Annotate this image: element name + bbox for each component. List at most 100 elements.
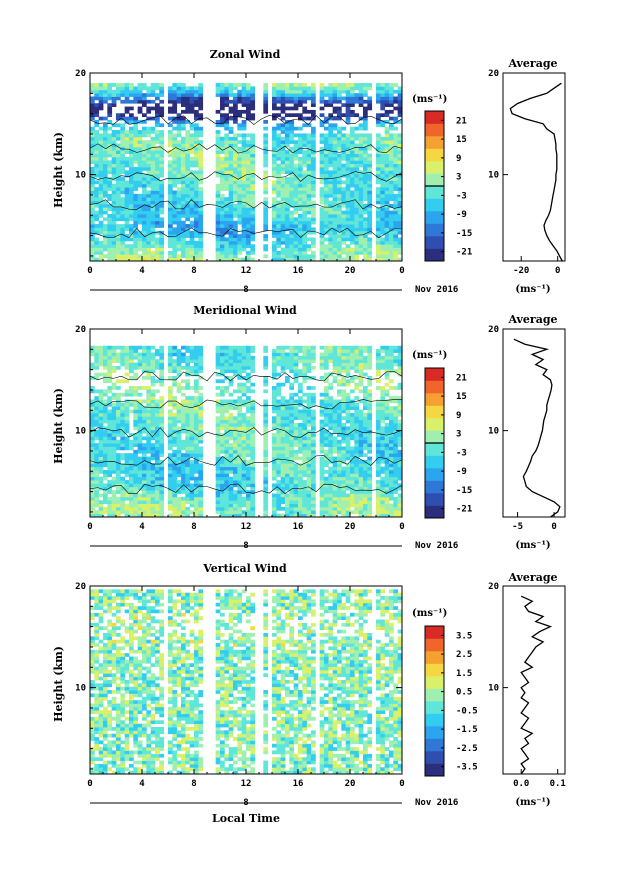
heatmap-cell <box>306 200 312 205</box>
heatmap-cell <box>241 180 247 185</box>
heatmap-cell <box>124 429 130 434</box>
heatmap-cell <box>107 446 113 451</box>
heatmap-cell <box>181 443 186 447</box>
heatmap-cell <box>358 133 364 138</box>
heatmap-cell <box>155 433 160 437</box>
heatmap-cell <box>306 197 312 201</box>
heatmap-cell <box>155 480 160 484</box>
heatmap-cell <box>224 473 230 478</box>
heatmap-cell <box>376 140 381 144</box>
heatmap-cell <box>298 446 303 451</box>
heatmap-cell <box>397 183 403 188</box>
heatmap-cell <box>181 170 186 175</box>
heatmap-cell <box>337 106 342 111</box>
heatmap-cell <box>137 106 143 111</box>
heatmap-cell <box>168 93 173 97</box>
heatmap-cell <box>302 200 308 205</box>
heatmap-cell <box>142 456 147 461</box>
heatmap-cell <box>150 443 156 447</box>
panel-zonal-date: Nov 2016 <box>415 285 458 295</box>
heatmap-cell <box>159 257 165 262</box>
heatmap-cell <box>146 234 152 238</box>
heatmap-cell <box>276 392 282 397</box>
heatmap-cell <box>354 193 360 198</box>
heatmap-cell <box>324 133 329 138</box>
heatmap-cell <box>103 429 108 434</box>
heatmap-cell <box>168 167 173 171</box>
heatmap-cell <box>116 116 121 121</box>
heatmap-cell <box>198 483 204 488</box>
heatmap-cell <box>129 153 134 158</box>
heatmap-cell <box>146 193 152 198</box>
heatmap-cell <box>98 456 104 461</box>
heatmap-cell <box>194 389 199 394</box>
heatmap-cell <box>146 190 152 195</box>
heatmap-cell <box>237 473 243 478</box>
heatmap-cell <box>150 506 156 511</box>
heatmap-cell <box>298 476 303 481</box>
heatmap-cell <box>350 207 355 212</box>
heatmap-cell <box>237 187 243 191</box>
heatmap-cell <box>172 126 178 131</box>
heatmap-cell <box>155 490 160 494</box>
heatmap-cell <box>276 170 282 175</box>
heatmap-cell <box>124 349 130 353</box>
heatmap-cell <box>280 456 286 461</box>
heatmap-cell <box>124 486 130 491</box>
heatmap-cell <box>354 160 360 165</box>
heatmap-cell <box>116 466 121 471</box>
heatmap-cell <box>94 133 100 138</box>
heatmap-cell <box>298 480 303 484</box>
heatmap-cell <box>98 160 104 165</box>
heatmap-cell <box>124 503 130 508</box>
heatmap-cell <box>116 153 121 158</box>
heatmap-cell <box>241 463 247 468</box>
heatmap-cell <box>133 130 139 134</box>
heatmap-cell <box>137 386 143 390</box>
heatmap-cell <box>155 419 160 424</box>
heatmap-cell <box>189 412 195 417</box>
heatmap-cell <box>285 443 290 447</box>
heatmap-cell <box>120 163 126 168</box>
heatmap-cell <box>172 250 178 255</box>
heatmap-cell <box>341 163 347 168</box>
heatmap-cell <box>181 459 186 464</box>
heatmap-cell <box>263 419 269 424</box>
heatmap-cell <box>280 210 286 215</box>
heatmap-cell <box>298 510 303 515</box>
heatmap-cell <box>389 197 394 201</box>
heatmap-cell <box>150 513 156 518</box>
heatmap-cell <box>289 220 295 225</box>
heatmap-cell <box>250 187 256 191</box>
heatmap-cell <box>107 247 113 252</box>
heatmap-cell <box>198 200 204 205</box>
heatmap-cell <box>311 496 316 501</box>
heatmap-cell <box>129 143 134 148</box>
heatmap-cell <box>150 116 156 121</box>
heatmap-cell <box>350 143 355 148</box>
heatmap-cell <box>98 423 104 427</box>
heatmap-cell <box>354 180 360 185</box>
heatmap-cell <box>241 496 247 501</box>
heatmap-cell <box>220 167 225 171</box>
heatmap-cell <box>142 254 147 259</box>
heatmap-cell <box>298 227 303 232</box>
heatmap-cell <box>137 247 143 252</box>
heatmap-cell <box>120 187 126 191</box>
heatmap-cell <box>241 369 247 374</box>
heatmap-cell <box>181 180 186 185</box>
heatmap-cell <box>272 483 277 488</box>
heatmap-cell <box>306 493 312 498</box>
heatmap-cell <box>137 473 143 478</box>
heatmap-cell <box>341 247 347 252</box>
heatmap-cell <box>159 207 165 212</box>
heatmap-cell <box>298 396 303 400</box>
heatmap-cell <box>133 412 139 417</box>
heatmap-cell <box>280 423 286 427</box>
heatmap-cell <box>350 214 355 218</box>
heatmap-cell <box>306 359 312 363</box>
heatmap-cell <box>263 513 269 518</box>
heatmap-cell <box>350 96 355 101</box>
heatmap-cell <box>263 99 269 104</box>
heatmap-cell <box>103 349 108 353</box>
